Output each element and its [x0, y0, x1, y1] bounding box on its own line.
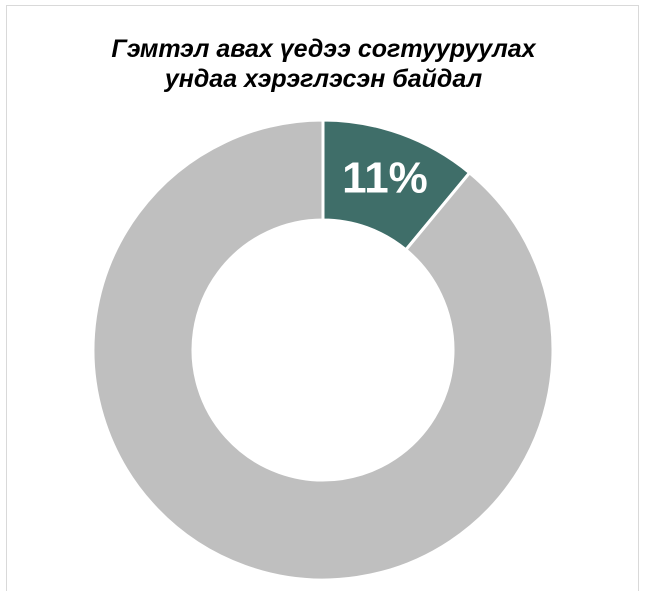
donut-labels: 11%: [342, 153, 428, 202]
donut-slices: [91, 118, 555, 582]
chart-title-line-1: Гэмтэл авах үедээ согтууруулах: [111, 35, 536, 63]
chart-frame: Гэмтэл авах үедээ согтууруулах ундаа хэр…: [6, 5, 639, 591]
chart-title-line-2: ундаа хэрэглэсэн байдал: [164, 65, 483, 93]
donut-slice-1: [91, 118, 555, 582]
chart-title: Гэмтэл авах үедээ согтууруулах ундаа хэр…: [7, 34, 640, 94]
donut-slice-label-0: 11%: [342, 153, 428, 202]
donut-chart: 11%: [91, 118, 555, 582]
